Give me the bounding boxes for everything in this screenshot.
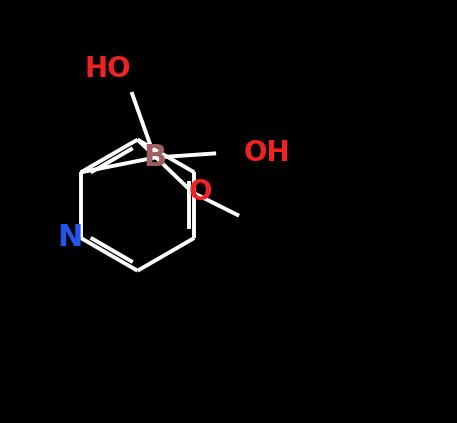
Text: HO: HO [85, 55, 132, 83]
Text: O: O [188, 179, 212, 206]
Text: OH: OH [244, 139, 290, 168]
Text: B: B [143, 143, 166, 172]
Text: N: N [58, 223, 83, 253]
